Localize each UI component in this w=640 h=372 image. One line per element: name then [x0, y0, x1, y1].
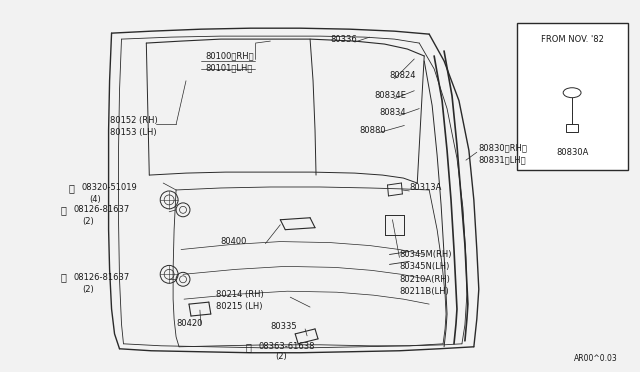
Text: AR00^0.03: AR00^0.03 [574, 354, 618, 363]
Text: 80345N(LH): 80345N(LH) [399, 262, 450, 271]
Text: 80214 (RH): 80214 (RH) [216, 290, 264, 299]
Text: 80831〈LH〉: 80831〈LH〉 [479, 156, 527, 165]
Text: (2): (2) [275, 352, 287, 361]
Text: 80336: 80336 [330, 35, 356, 44]
Text: 80830A: 80830A [556, 148, 588, 157]
Text: 80345M(RH): 80345M(RH) [399, 250, 452, 259]
Text: 80880: 80880 [360, 126, 387, 135]
Text: 80153 (LH): 80153 (LH) [109, 128, 156, 137]
Text: 08126-81637: 08126-81637 [74, 205, 130, 214]
Text: Ⓑ: Ⓑ [61, 205, 67, 215]
Text: Ⓑ: Ⓑ [61, 272, 67, 282]
Text: 80420: 80420 [176, 320, 202, 328]
Text: 80100〈RH〉: 80100〈RH〉 [206, 51, 255, 61]
Bar [516, 23, 628, 170]
Text: FROM NOV. '82: FROM NOV. '82 [541, 35, 604, 44]
Text: 80101〈LH〉: 80101〈LH〉 [206, 63, 253, 73]
Text: (2): (2) [82, 217, 93, 226]
Bar [566, 125, 578, 132]
Text: (2): (2) [82, 285, 93, 294]
Text: 80834E: 80834E [374, 91, 406, 100]
Text: 08363-61638: 08363-61638 [259, 342, 315, 351]
Text: 80335: 80335 [270, 323, 297, 331]
Text: Ⓢ: Ⓢ [69, 183, 75, 193]
Text: 08126-81637: 08126-81637 [74, 273, 130, 282]
Text: 80211B(LH): 80211B(LH) [399, 287, 449, 296]
Text: 80400: 80400 [221, 237, 247, 246]
Text: 80210A(RH): 80210A(RH) [399, 275, 451, 284]
Text: 80152 (RH): 80152 (RH) [109, 116, 157, 125]
Text: 80830〈RH〉: 80830〈RH〉 [479, 144, 528, 153]
Text: Ⓢ: Ⓢ [246, 342, 252, 352]
Text: 80313A: 80313A [410, 183, 442, 192]
Text: 80834: 80834 [380, 108, 406, 117]
Text: 08320-51019: 08320-51019 [82, 183, 138, 192]
Text: (4): (4) [90, 195, 102, 204]
Text: 80215 (LH): 80215 (LH) [216, 302, 262, 311]
Text: 80824: 80824 [390, 71, 416, 80]
